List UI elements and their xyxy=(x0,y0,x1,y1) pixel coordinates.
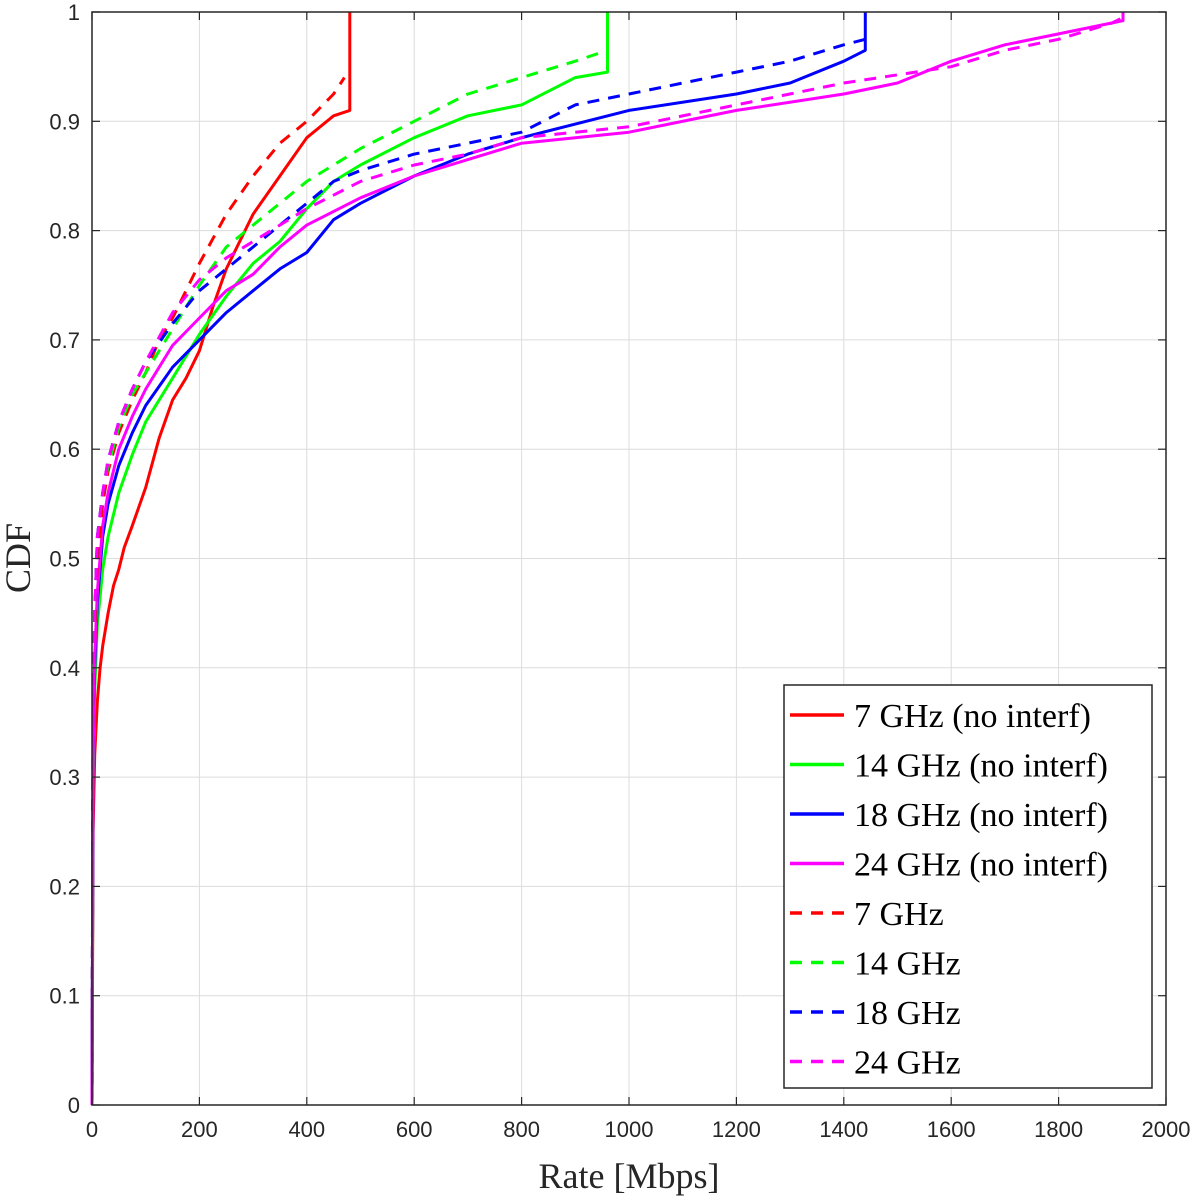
x-tick-label: 400 xyxy=(288,1117,325,1142)
x-tick-label: 800 xyxy=(503,1117,540,1142)
legend-entry: 7 GHz xyxy=(854,896,944,933)
x-tick-label: 2000 xyxy=(1142,1117,1191,1142)
y-tick-label: 0.1 xyxy=(49,984,80,1009)
series-line-18-ghz xyxy=(90,37,866,1106)
x-tick-label: 1200 xyxy=(712,1117,761,1142)
x-tick-label: 0 xyxy=(86,1117,98,1142)
legend-entry: 24 GHz xyxy=(854,1045,961,1082)
legend-entry: 18 GHz xyxy=(854,995,961,1032)
x-tick-label: 1600 xyxy=(927,1117,976,1142)
y-tick-label: 0.2 xyxy=(49,874,80,899)
x-tick-label: 1400 xyxy=(819,1117,868,1142)
y-tick-label: 0.7 xyxy=(49,328,80,353)
series-line-24-ghz-no-interf xyxy=(90,12,1125,1106)
y-tick-label: 1 xyxy=(68,0,80,25)
legend-entry: 18 GHz (no interf) xyxy=(854,797,1108,834)
legend-entry: 14 GHz xyxy=(854,946,961,983)
x-tick-label: 1000 xyxy=(605,1117,654,1142)
legend-entry: 7 GHz (no interf) xyxy=(854,698,1091,735)
y-axis-label: CDF xyxy=(0,523,38,593)
y-tick-label: 0.4 xyxy=(49,656,80,681)
x-axis-ticks: 0 200 400 600 800 1000 1200 1400 1600 1800 2000 xyxy=(86,12,1191,1142)
x-tick-label: 200 xyxy=(181,1117,218,1142)
legend: 7 GHz (no interf) 14 GHz (no interf) 18 GH… xyxy=(783,684,1153,1089)
legend-entry: 14 GHz (no interf) xyxy=(854,748,1108,785)
y-tick-label: 0.6 xyxy=(49,437,80,462)
y-tick-label: 0.8 xyxy=(49,219,80,244)
x-tick-label: 1800 xyxy=(1034,1117,1083,1142)
series-line-14-ghz-no-interf xyxy=(90,12,609,1106)
y-tick-label: 0.5 xyxy=(49,547,80,572)
y-tick-label: 0.3 xyxy=(49,765,80,790)
x-axis-label: Rate [Mbps] xyxy=(539,1156,720,1196)
x-tick-label: 600 xyxy=(396,1117,433,1142)
y-tick-label: 0.9 xyxy=(49,109,80,134)
series-line-7-ghz-no-interf xyxy=(90,12,352,1106)
legend-entry: 24 GHz (no interf) xyxy=(854,847,1108,884)
legend-box xyxy=(783,684,1153,1089)
y-tick-label: 0 xyxy=(68,1093,80,1118)
y-axis-ticks: 0 0.1 0.2 0.3 0.4 0.5 0.6 0.7 0.8 0.9 1 xyxy=(49,0,1166,1118)
